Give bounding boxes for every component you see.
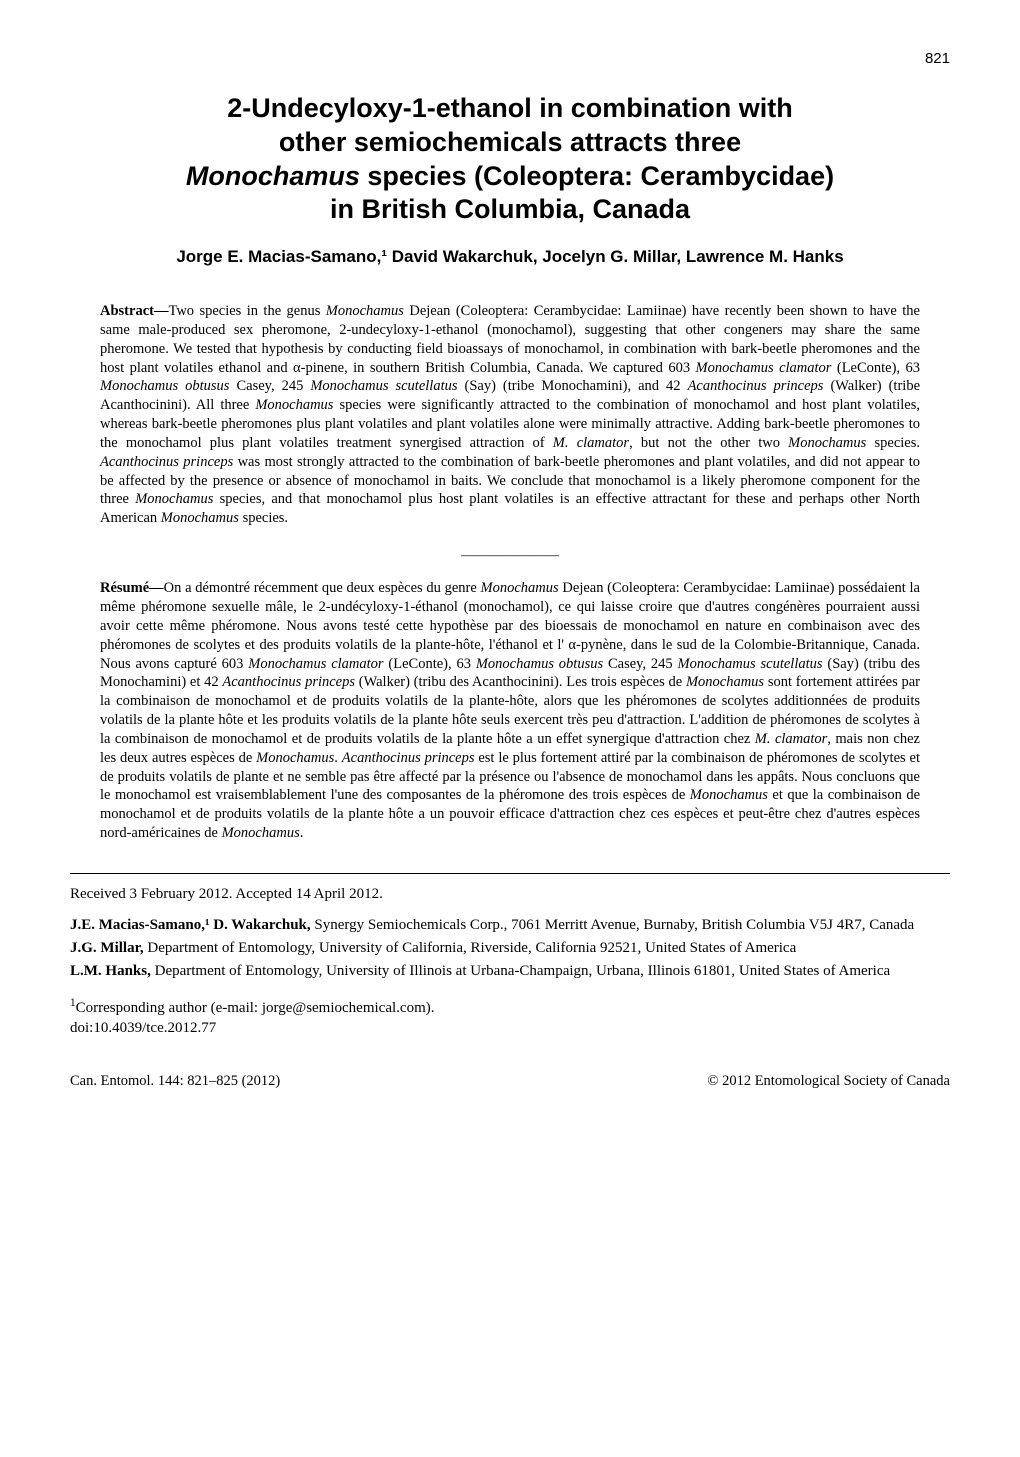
section-separator: ——————— xyxy=(70,548,950,564)
affiliation-1-name: J.E. Macias-Samano,¹ D. Wakarchuk, xyxy=(70,917,311,933)
footer-journal: Can. Entomol. xyxy=(70,1073,154,1089)
corresponding-author: 1Corresponding author (e-mail: jorge@sem… xyxy=(70,996,950,1039)
page-footer: Can. Entomol. 144: 821–825 (2012) © 2012… xyxy=(70,1073,950,1090)
footer-right: © 2012 Entomological Society of Canada xyxy=(707,1073,950,1090)
author-affiliations: J.E. Macias-Samano,¹ D. Wakarchuk, Syner… xyxy=(70,915,950,982)
resume-section: Résumé—On a démontré récemment que deux … xyxy=(100,579,920,843)
title-line-1: 2-Undecyloxy-1-ethanol in combination wi… xyxy=(227,93,793,123)
affiliation-3-name: L.M. Hanks, xyxy=(70,963,151,979)
title-line-4: in British Columbia, Canada xyxy=(330,194,690,224)
affiliation-2: J.G. Millar, Department of Entomology, U… xyxy=(70,938,950,958)
affiliation-2-rest: Department of Entomology, University of … xyxy=(144,940,797,956)
title-line-3-suffix: species (Coleoptera: Cerambycidae) xyxy=(360,161,834,191)
abstract-label: Abstract— xyxy=(100,303,168,319)
abstract-body: Two species in the genus Monochamus Deje… xyxy=(100,303,920,526)
title-line-2: other semiochemicals attracts three xyxy=(279,127,741,157)
page-number: 821 xyxy=(70,50,950,67)
affiliation-3: L.M. Hanks, Department of Entomology, Un… xyxy=(70,961,950,981)
title-line-3: Monochamus species (Coleoptera: Cerambyc… xyxy=(186,161,834,191)
authors-line: Jorge E. Macias-Samano,¹ David Wakarchuk… xyxy=(70,247,950,267)
affiliation-3-rest: Department of Entomology, University of … xyxy=(151,963,890,979)
resume-body: On a démontré récemment que deux espèces… xyxy=(100,580,920,841)
footer-rule xyxy=(70,873,950,874)
affiliation-1: J.E. Macias-Samano,¹ D. Wakarchuk, Syner… xyxy=(70,915,950,935)
affiliation-2-name: J.G. Millar, xyxy=(70,940,144,956)
corresponding-text: Corresponding author (e-mail: jorge@semi… xyxy=(76,1000,435,1016)
affiliation-1-rest: Synergy Semiochemicals Corp., 7061 Merri… xyxy=(311,917,915,933)
article-title: 2-Undecyloxy-1-ethanol in combination wi… xyxy=(70,92,950,227)
footer-volume: 144: 821–825 (2012) xyxy=(154,1073,280,1089)
resume-label: Résumé— xyxy=(100,580,164,596)
received-dates: Received 3 February 2012. Accepted 14 Ap… xyxy=(70,886,950,903)
doi-text: doi:10.4039/tce.2012.77 xyxy=(70,1020,216,1036)
abstract-section: Abstract—Two species in the genus Monoch… xyxy=(100,302,920,528)
title-genus: Monochamus xyxy=(186,161,360,191)
footer-left: Can. Entomol. 144: 821–825 (2012) xyxy=(70,1073,280,1090)
